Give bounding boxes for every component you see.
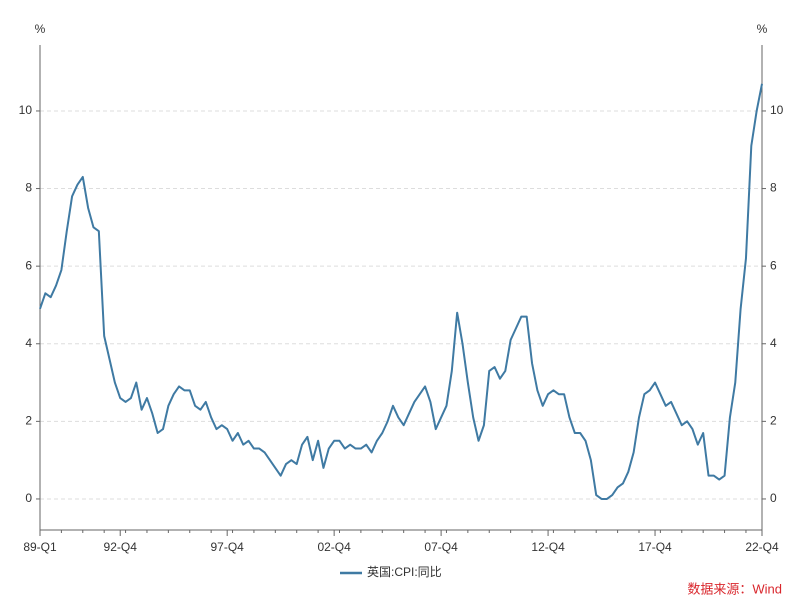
x-tick-label: 17-Q4	[638, 540, 672, 554]
x-tick-label: 89-Q1	[23, 540, 57, 554]
y2-tick-label: 4	[770, 336, 777, 350]
y2-axis-label: %	[757, 22, 768, 36]
y-tick-label: 8	[25, 181, 32, 195]
y-tick-label: 2	[25, 414, 32, 428]
y2-tick-label: 10	[770, 103, 784, 117]
y2-tick-label: 2	[770, 414, 777, 428]
line-series	[39, 83, 763, 500]
y2-tick-label: 6	[770, 258, 777, 272]
y-tick-label: 10	[19, 103, 33, 117]
x-tick-label: 02-Q4	[317, 540, 351, 554]
x-tick-label: 12-Q4	[531, 540, 565, 554]
x-tick-label: 97-Q4	[211, 540, 245, 554]
legend-label: 英国:CPI:同比	[367, 565, 442, 579]
y2-tick-label: 0	[770, 491, 777, 505]
x-tick-label: 07-Q4	[424, 540, 458, 554]
x-tick-label: 22-Q4	[745, 540, 779, 554]
y-axis-label: %	[35, 22, 46, 36]
y-tick-label: 4	[25, 336, 32, 350]
source-note: 数据来源：Wind	[687, 581, 782, 596]
y2-tick-label: 8	[770, 181, 777, 195]
x-tick-label: 92-Q4	[104, 540, 138, 554]
y-tick-label: 6	[25, 258, 32, 272]
y-tick-label: 0	[25, 491, 32, 505]
